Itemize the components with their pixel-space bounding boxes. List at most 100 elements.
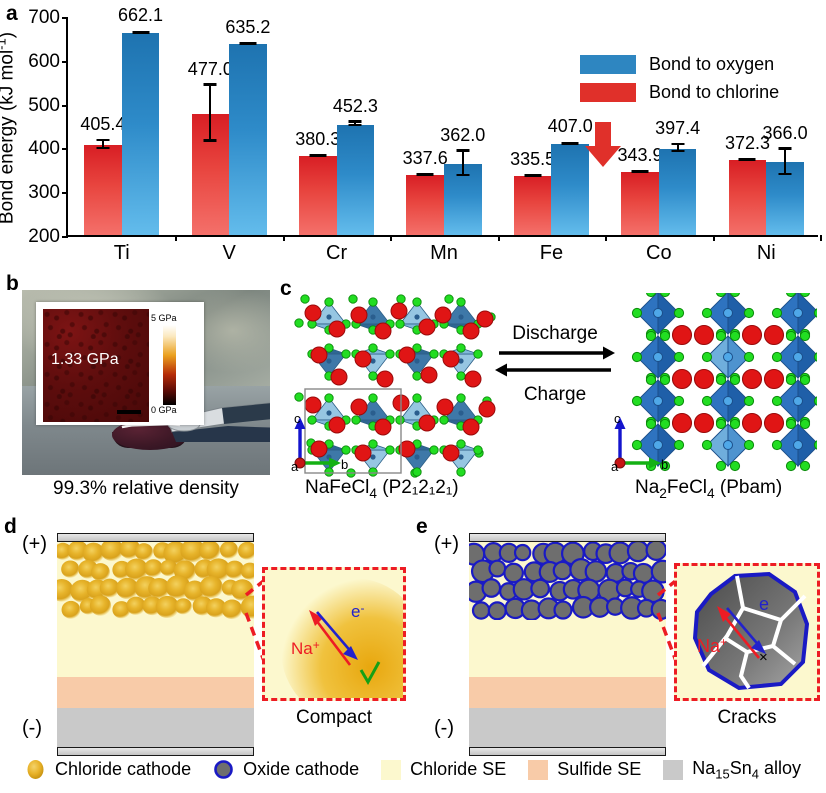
- oxide-cathode-particle: [471, 601, 491, 620]
- fecl6-octahedron: [776, 293, 817, 336]
- panel-label-d: d: [4, 515, 17, 538]
- bar-value-label: 407.0: [547, 116, 593, 137]
- bar-group: 372.3 366.0 Ni: [725, 18, 808, 264]
- sodium-atom: [671, 324, 693, 346]
- x-tick-label-co: Co: [646, 242, 672, 264]
- iron-atom: [653, 440, 663, 450]
- bar-value-label: 362.0: [440, 124, 486, 145]
- sodium-atom: [398, 346, 416, 364]
- chlorine-atom: [631, 307, 643, 319]
- sodium-atom: [304, 396, 322, 414]
- bar-value-label: 366.0: [762, 122, 808, 143]
- afm-modulus-value: 1.33 GPa: [51, 351, 119, 368]
- x-tick-label-ni: Ni: [756, 242, 776, 264]
- bar-ni-chlorine[interactable]: [728, 159, 767, 235]
- iron-atom: [458, 358, 464, 364]
- bar-co-chlorine[interactable]: [621, 171, 659, 235]
- bar-decoration: 362.0: [440, 18, 485, 235]
- iron-atom: [793, 352, 803, 362]
- fecl6-octahedron: [706, 334, 750, 380]
- chlorine-atom: [715, 418, 727, 430]
- chlorine-atom: [800, 293, 810, 298]
- sodium-atom: [350, 398, 368, 416]
- error-bar-cap: [456, 149, 470, 152]
- figure-legend: Chloride cathode Oxide cathode Chloride …: [0, 758, 826, 782]
- current-collector-bottom-d: [57, 747, 254, 756]
- bar-decoration: 477.0: [188, 18, 233, 235]
- sodium-atom: [328, 416, 346, 434]
- sodium-atom: [310, 440, 328, 458]
- sodium-atom: [741, 368, 763, 390]
- chlorine-atom: [456, 371, 466, 381]
- caption-na2fecl4: Na2FeCl4 (Pbam): [635, 477, 783, 501]
- legend-label-chlorine: Bond to chlorine: [649, 82, 780, 102]
- chlorine-atom: [729, 418, 741, 430]
- bar-ti-chlorine[interactable]: [84, 145, 122, 235]
- iron-atom: [414, 314, 420, 320]
- chlorine-atom: [631, 439, 643, 451]
- chloride-cathode-particle: [119, 542, 141, 559]
- oxide-cathode-particles: [469, 542, 666, 620]
- chlorine-atom: [439, 415, 449, 425]
- chloride-cathode-sphere-icon: [27, 760, 44, 780]
- chlorine-atom: [368, 371, 378, 381]
- fecl6-octahedron: [776, 422, 817, 468]
- bar-value-label: 477.0: [187, 58, 233, 79]
- caption-nafecl4: NaFeCl4 (P2₁2₁2₁): [305, 477, 459, 501]
- bar-cr-chlorine[interactable]: [298, 156, 337, 235]
- chlorine-atom: [660, 293, 670, 298]
- y-tick-mark: [62, 104, 68, 107]
- bar-v-oxygen[interactable]: [229, 44, 267, 235]
- chloride-cathode-particle: [134, 543, 154, 561]
- error-bar: [101, 141, 104, 149]
- error-bar-cap: [416, 172, 434, 176]
- chloride-cathode-particle: [180, 542, 206, 563]
- bar-value-label: 397.4: [655, 118, 701, 139]
- oxide-cathode-sphere-icon: [214, 760, 233, 780]
- bar-fe-chlorine[interactable]: [513, 175, 552, 235]
- chlorine-atom: [412, 467, 422, 477]
- chloride-cathode-particle: [155, 595, 180, 619]
- sodium-atom: [418, 318, 436, 336]
- fecl6-octahedron: [636, 334, 680, 380]
- chloride-cathode-particle: [219, 542, 239, 559]
- chlorine-atom: [368, 467, 378, 477]
- legend-label-chloride-se: Chloride SE: [410, 759, 507, 780]
- error-bar-cap: [96, 146, 110, 149]
- chlorine-atom: [813, 396, 817, 406]
- crack-lines: [701, 575, 807, 690]
- sodium-atom: [434, 306, 452, 324]
- legend-label-oxygen: Bond to oxygen: [649, 54, 775, 74]
- iron-atom: [414, 358, 420, 364]
- bar-cr-oxygen[interactable]: [336, 124, 375, 235]
- iron-atom: [458, 314, 464, 320]
- chlorine-atom: [646, 293, 656, 298]
- iron-atom: [723, 308, 733, 318]
- fecl6-octahedron: [706, 378, 750, 424]
- bar-value-label: 372.3: [724, 132, 770, 153]
- bar-mn-chlorine[interactable]: [406, 174, 444, 235]
- chlorine-atom: [631, 395, 643, 407]
- chlorine-atom: [444, 294, 454, 304]
- chloride-se-layer-e: [469, 620, 666, 677]
- chlorine-atom: [799, 330, 811, 342]
- error-bar-cap: [239, 42, 257, 46]
- fecl6-octahedron: [776, 378, 817, 424]
- chlorine-atom: [673, 351, 685, 363]
- chlorine-atom: [368, 297, 378, 307]
- iron-atom: [793, 308, 803, 318]
- chlorine-atom: [813, 440, 817, 450]
- iron-atom: [414, 410, 420, 416]
- chlorine-atom: [294, 318, 304, 328]
- chlorine-atom: [673, 439, 685, 451]
- bar-fe-oxygen[interactable]: [551, 144, 590, 235]
- bar-co-oxygen[interactable]: [658, 148, 697, 235]
- bar-ti-oxygen[interactable]: [121, 32, 160, 235]
- legend-label-oxide-cathode: Oxide cathode: [243, 759, 360, 780]
- iron-atom: [793, 396, 803, 406]
- x-tick-mark: [605, 235, 608, 241]
- sodium-atom: [464, 370, 482, 388]
- sulfide-se-swatch: [528, 759, 549, 780]
- sodium-atom: [354, 444, 372, 462]
- chloride-cathode-particle: [174, 598, 192, 615]
